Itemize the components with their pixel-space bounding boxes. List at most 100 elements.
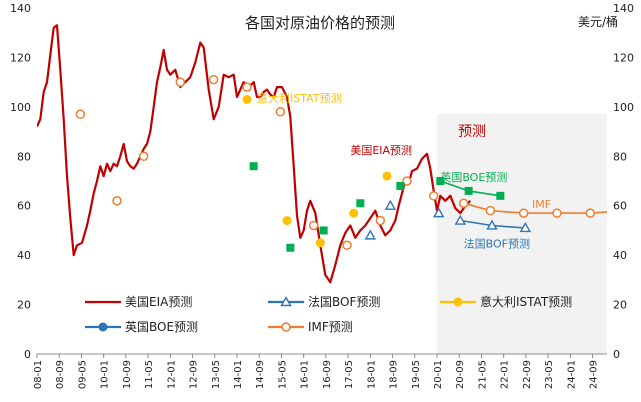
x-tick-label: 17-05 (344, 360, 355, 389)
data-point-imf (428, 191, 439, 201)
data-point-boe (356, 199, 365, 208)
x-tick-label: 12-01 (166, 360, 177, 389)
data-point-imf (552, 208, 562, 218)
x-tick-label: 10-09 (122, 360, 133, 389)
data-point-imf (138, 151, 149, 162)
x-tick-label: 20-09 (455, 360, 466, 389)
unit-label: 美元/桶 (578, 14, 618, 29)
legend-item-istat: 意大利ISTAT预测 (440, 294, 572, 309)
legend-swatch-marker (280, 296, 292, 307)
data-point-boe (319, 226, 328, 235)
x-tick-label: 14-09 (255, 360, 266, 389)
y-tick-label-left: 100 (10, 101, 31, 114)
data-point-imf (242, 82, 252, 92)
y-tick-label-right: 80 (613, 150, 627, 163)
data-point-boe (436, 177, 445, 185)
y-tick-label-right: 140 (613, 2, 634, 15)
legend-swatch-marker (453, 297, 463, 307)
data-point-imf (342, 240, 352, 251)
x-tick-label: 12-09 (189, 360, 200, 389)
data-point-bof (486, 219, 498, 230)
plot-series (37, 24, 607, 284)
x-tick-label: 24-09 (589, 360, 600, 389)
y-axis-right-ticks: 0 20 40 60 80 100 120 140 (613, 2, 634, 361)
annotation-istat: 意大利ISTAT预测 (257, 91, 341, 105)
y-axis-left-ticks: 0 20 40 60 80 100 120 140 (10, 2, 31, 361)
forecast-shaded-region (437, 114, 607, 354)
legend-swatch-marker (98, 322, 108, 332)
legend-label: IMF预测 (308, 320, 353, 334)
y-tick-label-left: 0 (24, 348, 31, 361)
annotation-eia: 美国EIA预测 (350, 144, 412, 157)
legend-label: 意大利ISTAT预测 (480, 294, 572, 309)
annotation-imf: IMF (532, 198, 551, 211)
x-tick-label: 08-01 (33, 360, 44, 389)
x-tick-label: 16-01 (300, 360, 311, 389)
data-point-imf (275, 107, 286, 117)
y-tick-label-left: 120 (10, 51, 31, 64)
data-point-istat (382, 171, 392, 181)
data-point-imf (308, 220, 319, 231)
data-point-istat (242, 94, 252, 104)
data-point-imf (375, 215, 386, 226)
x-tick-label: 18-01 (366, 360, 377, 389)
legend-item-bof: 法国BOF预测 (268, 295, 380, 309)
annotation-boe: 英国BOE预测 (440, 170, 507, 184)
x-tick-label: 18-09 (389, 360, 400, 389)
x-tick-label: 22-09 (522, 360, 533, 389)
chart-title: 各国对原油价格的预测 (245, 14, 395, 32)
x-tick-label: 19-05 (411, 360, 422, 389)
data-point-boe (496, 191, 505, 200)
y-tick-label-right: 40 (613, 249, 627, 262)
data-point-istat (349, 208, 359, 218)
data-point-imf (485, 205, 496, 216)
legend-label: 法国BOF预测 (308, 295, 380, 309)
data-point-istat (315, 238, 325, 248)
data-point-bof (519, 222, 532, 233)
forecast-region-label: 预测 (458, 124, 486, 140)
x-tick-label: 15-05 (277, 360, 288, 389)
legend-label: 美国EIA预测 (125, 295, 192, 309)
data-point-bof (384, 199, 397, 210)
legend-item-boe_legend: 英国BOE预测 (85, 320, 198, 334)
y-tick-label-right: 120 (613, 51, 634, 64)
x-tick-label: 16-09 (322, 360, 333, 389)
data-point-imf (75, 109, 86, 120)
legend-swatch-marker (281, 322, 291, 332)
x-tick-label: 20-01 (433, 360, 444, 389)
x-tick-label: 23-05 (544, 360, 555, 389)
data-point-imf (112, 196, 122, 206)
x-tick-label: 08-09 (55, 360, 66, 389)
x-tick-label: 10-01 (100, 360, 111, 389)
x-tick-label: 09-05 (77, 360, 88, 389)
data-point-bof (454, 214, 467, 225)
x-tick-label: 22-01 (500, 360, 511, 389)
x-tick-label: 11-05 (144, 360, 155, 389)
legend-label: 英国BOE预测 (125, 320, 198, 334)
data-point-boe (286, 243, 295, 252)
y-tick-label-left: 40 (17, 249, 31, 262)
data-point-bof (432, 207, 445, 218)
data-point-imf (518, 208, 529, 218)
x-axis: 08-01 08-09 09-05 10-01 10-09 11-05 12-01 12-09… (33, 353, 607, 389)
data-point-bof (364, 229, 377, 240)
series-line-eia (37, 24, 472, 284)
data-point-imf (208, 74, 219, 85)
y-tick-label-left: 20 (17, 299, 31, 312)
y-tick-label-right: 0 (613, 348, 620, 361)
y-tick-label-left: 80 (17, 150, 31, 163)
y-tick-label-right: 60 (613, 200, 627, 213)
y-tick-label-right: 100 (613, 101, 634, 114)
y-tick-label-left: 60 (17, 200, 31, 213)
legend-item-eia: 美国EIA预测 (85, 295, 192, 309)
x-tick-label: 24-01 (566, 360, 577, 389)
data-point-boe (249, 162, 258, 171)
x-tick-label: 21-05 (477, 360, 488, 389)
x-tick-label: 13-05 (211, 360, 222, 389)
y-tick-label-right: 20 (613, 299, 627, 312)
data-point-boe (396, 181, 405, 190)
y-tick-label-left: 140 (10, 2, 31, 15)
